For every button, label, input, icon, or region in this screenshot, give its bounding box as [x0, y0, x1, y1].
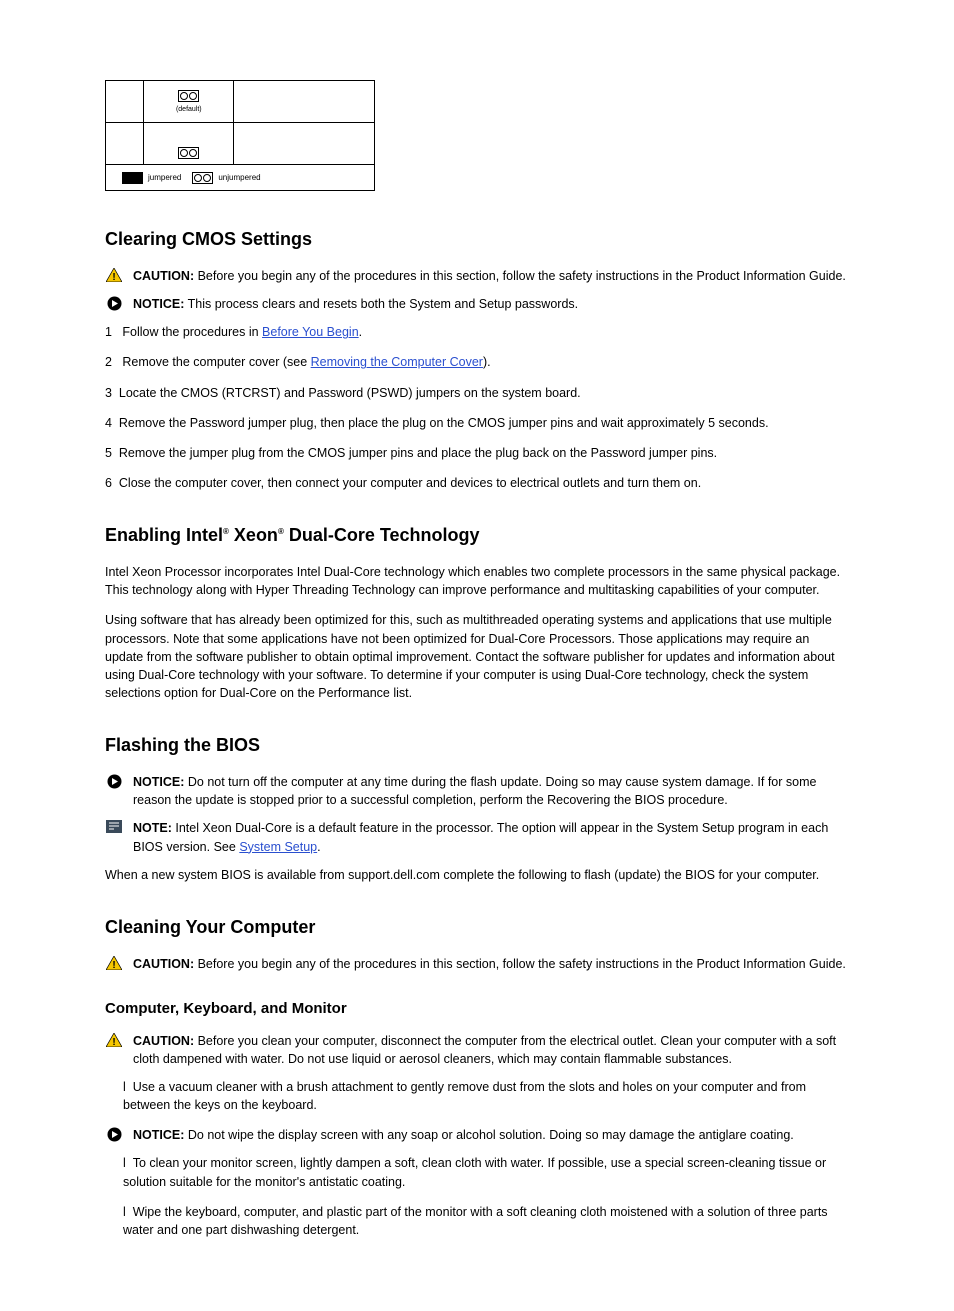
caution-cmos: ! CAUTION: Before you begin any of the p…	[105, 267, 849, 285]
jumper-open-icon	[178, 90, 199, 102]
notice-flash: NOTICE: Do not turn off the computer at …	[105, 773, 849, 809]
step-1: 1 Follow the procedures in Before You Be…	[105, 323, 845, 341]
caution-lead: CAUTION:	[133, 957, 194, 971]
xeon-intro: Intel Xeon Processor incorporates Intel …	[105, 563, 845, 599]
step-2: 2 Remove the computer cover (see Removin…	[105, 353, 845, 371]
notice-cleaning: NOTICE: Do not wipe the display screen w…	[105, 1126, 849, 1144]
notice-icon	[107, 774, 122, 789]
step-3: 3 Locate the CMOS (RTCRST) and Password …	[105, 384, 845, 402]
note-text: Intel Xeon Dual-Core is a default featur…	[133, 821, 828, 853]
notice-lead: NOTICE:	[133, 775, 184, 789]
note-icon	[106, 820, 122, 833]
caution-kbd: ! CAUTION: Before you clean your compute…	[105, 1032, 849, 1068]
cleaning-bullet-1: l Use a vacuum cleaner with a brush atta…	[105, 1078, 845, 1114]
note-flash: NOTE: Intel Xeon Dual-Core is a default …	[105, 819, 849, 855]
jumper-settings-table: (default) jumpered unj	[105, 80, 375, 191]
link-before-you-begin[interactable]: Before You Begin	[262, 325, 359, 339]
caution-icon: !	[106, 1033, 122, 1047]
notice-cmos: NOTICE: This process clears and resets b…	[105, 295, 849, 313]
unjumpered-label: unjumpered	[218, 172, 260, 184]
caution-cleaning: ! CAUTION: Before you begin any of the p…	[105, 955, 849, 973]
heading-kbd-monitor: Computer, Keyboard, and Monitor	[105, 998, 849, 1020]
caution-lead: CAUTION:	[133, 269, 194, 283]
jumper-row1-label: (default)	[176, 105, 202, 115]
heading-clearing-cmos: Clearing CMOS Settings	[105, 226, 849, 252]
svg-text:!: !	[112, 960, 115, 970]
heading-cleaning: Cleaning Your Computer	[105, 914, 849, 940]
notice-text: Do not turn off the computer at any time…	[133, 775, 816, 807]
cleaning-bullet-2: l To clean your monitor screen, lightly …	[105, 1154, 845, 1190]
jumper-row1-col3	[234, 81, 375, 123]
svg-text:!: !	[112, 272, 115, 282]
heading-flash-bios: Flashing the BIOS	[105, 732, 849, 758]
step-5: 5 Remove the jumper plug from the CMOS j…	[105, 444, 845, 462]
jumper-row1-col2: (default)	[144, 81, 234, 123]
notice-icon	[107, 1127, 122, 1142]
jumper-row2-col2	[144, 123, 234, 165]
note-lead: NOTE:	[133, 821, 172, 835]
link-system-setup[interactable]: System Setup	[239, 840, 317, 854]
jumpered-label: jumpered	[148, 172, 181, 184]
caution-icon: !	[106, 956, 122, 970]
jumper-open-icon	[178, 147, 199, 159]
jumpered-icon	[122, 172, 143, 184]
link-removing-cover[interactable]: Removing the Computer Cover	[311, 355, 483, 369]
flash-intro: When a new system BIOS is available from…	[105, 866, 845, 884]
caution-lead: CAUTION:	[133, 1034, 194, 1048]
svg-text:!: !	[112, 1037, 115, 1047]
jumper-legend-cell: jumpered unjumpered	[106, 165, 375, 191]
notice-lead: NOTICE:	[133, 297, 184, 311]
step-4: 4 Remove the Password jumper plug, then …	[105, 414, 845, 432]
unjumpered-icon	[192, 172, 213, 184]
caution-text: Before you begin any of the procedures i…	[198, 269, 846, 283]
jumper-row2-col1	[106, 123, 144, 165]
notice-icon	[107, 296, 122, 311]
caution-icon: !	[106, 268, 122, 282]
jumper-row2-col3	[234, 123, 375, 165]
heading-intel-xeon: Enabling Intel® Xeon® Dual-Core Technolo…	[105, 522, 849, 548]
step-6: 6 Close the computer cover, then connect…	[105, 474, 845, 492]
notice-lead: NOTICE:	[133, 1128, 184, 1142]
notice-text: Do not wipe the display screen with any …	[188, 1128, 794, 1142]
caution-text: Before you begin any of the procedures i…	[198, 957, 846, 971]
cleaning-bullet-3: l Wipe the keyboard, computer, and plast…	[105, 1203, 845, 1239]
caution-text: Before you clean your computer, disconne…	[133, 1034, 836, 1066]
jumper-row1-col1	[106, 81, 144, 123]
xeon-body: Using software that has already been opt…	[105, 611, 845, 702]
notice-text: This process clears and resets both the …	[188, 297, 578, 311]
